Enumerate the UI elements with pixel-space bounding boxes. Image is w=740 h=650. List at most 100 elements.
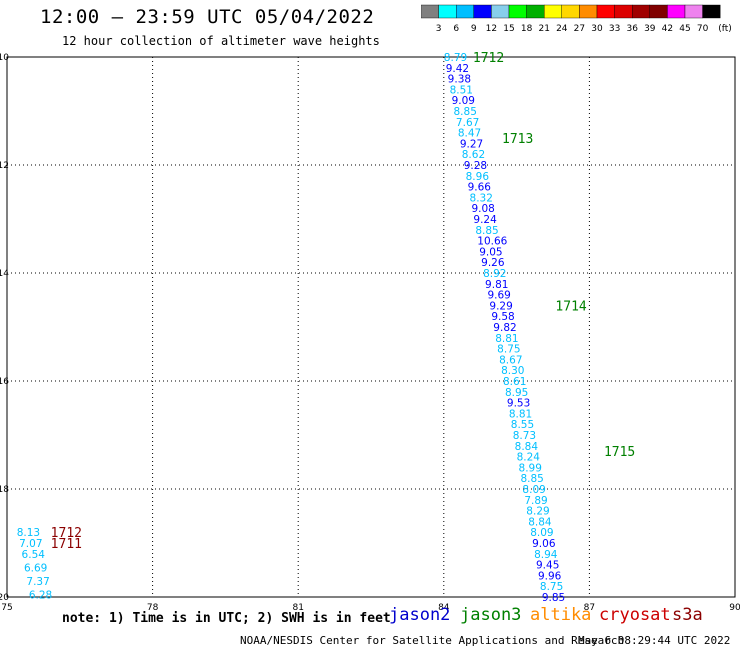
wave-height-value: 8.79 — [444, 52, 467, 64]
y-tick-label: -18 — [0, 485, 9, 495]
colorbar-label: 21 — [538, 24, 549, 34]
colorbar-label: 27 — [574, 24, 585, 34]
colorbar-unit: (ft) — [718, 24, 732, 34]
x-tick-label: 78 — [147, 603, 159, 613]
wave-height-value: 8.92 — [483, 268, 506, 280]
colorbar-label: 36 — [626, 24, 638, 34]
colorbar-label: 3 — [436, 24, 442, 34]
wave-height-value: 9.08 — [471, 203, 494, 215]
wave-height-value: 9.66 — [468, 182, 492, 194]
wave-height-value: 8.95 — [505, 387, 528, 399]
colorbar-label: 15 — [503, 24, 514, 34]
wave-height-value: 9.81 — [485, 279, 508, 291]
x-tick-label: 84 — [438, 603, 450, 613]
wave-height-value: 7.89 — [524, 495, 547, 507]
x-tick-label: 81 — [292, 603, 303, 613]
wave-height-value: 8.94 — [534, 549, 558, 561]
legend-jason2: jason2 — [389, 605, 451, 625]
track-label: 1713 — [502, 132, 533, 147]
plot-frame — [6, 56, 736, 598]
wave-height-value: 9.27 — [460, 138, 483, 150]
wave-height-value: 8.85 — [454, 106, 477, 118]
wave-height-value: 9.96 — [538, 570, 562, 582]
wave-height-value: 8.09 — [522, 484, 545, 496]
track-label: 1711 — [51, 537, 82, 552]
track-label: 1712 — [473, 51, 504, 66]
colorbar-label: 30 — [591, 24, 603, 34]
wave-height-value: 9.58 — [491, 311, 514, 323]
colorbar-swatch — [702, 4, 721, 19]
colorbar-label: 9 — [471, 24, 477, 34]
x-tick-label: 75 — [1, 603, 12, 613]
wave-height-value: 6.69 — [24, 562, 47, 574]
wave-height-value: 9.26 — [481, 257, 505, 269]
wave-height-value: 9.38 — [448, 74, 471, 86]
track-label: 1714 — [555, 299, 586, 314]
legend-s3a: s3a — [672, 605, 703, 625]
x-tick-label: 87 — [584, 603, 595, 613]
wave-height-value: 8.96 — [466, 171, 490, 183]
wave-height-value: 7.37 — [26, 576, 49, 588]
wave-height-value: 9.24 — [473, 214, 497, 226]
wave-height-value: 8.81 — [495, 333, 518, 345]
wave-height-value: 9.29 — [489, 300, 512, 312]
track-label: 1715 — [604, 445, 635, 460]
wave-height-value: 9.82 — [493, 322, 516, 334]
wave-height-value: 6.54 — [22, 549, 46, 561]
wave-height-value: 9.53 — [507, 398, 530, 410]
chart-subtitle: 12 hour collection of altimeter wave hei… — [62, 34, 380, 48]
x-tick-label: 90 — [729, 603, 740, 613]
wave-height-value: 6.28 — [29, 589, 52, 601]
colorbar-label: 18 — [521, 24, 533, 34]
wave-height-value: 8.29 — [526, 506, 549, 518]
y-tick-label: -14 — [0, 269, 9, 279]
wave-height-value: 9.28 — [464, 160, 487, 172]
wave-height-value: 9.42 — [446, 63, 469, 75]
colorbar-label: 70 — [697, 24, 709, 34]
wave-height-value: 8.61 — [503, 376, 526, 388]
wave-height-value: 8.84 — [528, 516, 552, 528]
colorbar-label: 6 — [453, 24, 459, 34]
chart-title: 12:00 – 23:59 UTC 05/04/2022 — [40, 6, 375, 28]
generated-timestamp: May 6 08:29:44 UTC 2022 — [578, 634, 731, 647]
wave-height-value: 7.67 — [456, 117, 479, 129]
wave-height-value: 8.13 — [17, 527, 40, 539]
footer-note: note: 1) Time is in UTC; 2) SWH is in fe… — [62, 611, 391, 626]
wave-height-value: 8.75 — [497, 344, 520, 356]
wave-height-value: 8.55 — [511, 419, 534, 431]
colorbar-label: 42 — [662, 24, 673, 34]
wave-height-value: 8.09 — [530, 527, 553, 539]
wave-height-value: 8.73 — [513, 430, 536, 442]
colorbar-label: 45 — [679, 24, 690, 34]
wave-height-value: 9.69 — [487, 290, 510, 302]
legend-cryosat: cryosat — [599, 605, 671, 625]
track-label: 1712 — [51, 526, 82, 541]
wave-height-value: 9.09 — [452, 95, 475, 107]
wave-height-value: 8.85 — [520, 473, 543, 485]
wave-height-value: 8.85 — [475, 225, 498, 237]
y-tick-label: -16 — [0, 377, 9, 387]
colorbar-label: 24 — [556, 24, 568, 34]
wave-height-value: 8.99 — [519, 462, 542, 474]
wave-height-value: 8.62 — [462, 149, 485, 161]
colorbar-label: 39 — [644, 24, 656, 34]
colorbar-label: 33 — [609, 24, 620, 34]
wave-height-value: 9.05 — [479, 246, 502, 258]
credit-line: NOAA/NESDIS Center for Satellite Applica… — [240, 634, 625, 647]
wave-height-value: 9.45 — [536, 560, 559, 572]
wave-height-value: 8.30 — [501, 365, 524, 377]
wave-height-value: 8.67 — [499, 354, 522, 366]
wave-height-value: 7.07 — [19, 538, 42, 550]
y-tick-label: -10 — [0, 53, 9, 63]
colorbar-label: 12 — [486, 24, 497, 34]
wave-height-value: 8.81 — [509, 408, 532, 420]
wave-height-value: 10.66 — [477, 236, 507, 248]
y-tick-label: -12 — [0, 161, 9, 171]
wave-height-value: 8.75 — [540, 581, 563, 593]
legend-altika: altika — [530, 605, 592, 625]
swh-colorbar: 3 6 9 12 15 18 21 24 27 30 33 36 39 42 45 70 (ft) — [421, 4, 732, 34]
legend-jason3: jason3 — [460, 605, 522, 625]
wave-height-value: 8.51 — [450, 84, 473, 96]
wave-height-value: 8.84 — [515, 441, 539, 453]
